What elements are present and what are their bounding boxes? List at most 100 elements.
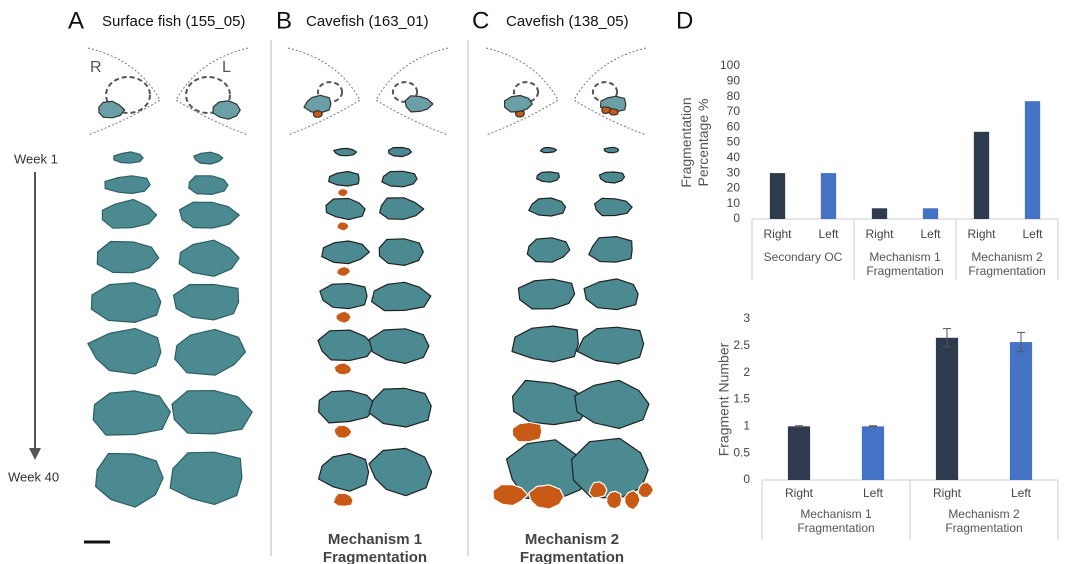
side-label: L: [222, 59, 231, 76]
y-tick-label: 0: [733, 211, 740, 225]
x-tick-label: Left: [1011, 486, 1032, 500]
y-tick-label: 80: [727, 89, 741, 103]
bar: [821, 173, 836, 219]
group-label: Fragmentation: [866, 264, 943, 278]
y-axis-label: Fragment Number: [716, 342, 732, 456]
y-tick-label: 2: [743, 365, 750, 379]
caption: Fragmentation: [520, 549, 624, 564]
scale-shape: [529, 485, 564, 509]
scale-shape: [175, 329, 246, 375]
scale-shape: [575, 380, 649, 428]
scale-shape: [518, 279, 574, 309]
scale-shape: [333, 493, 353, 506]
scale-shape: [516, 111, 525, 117]
bar: [872, 208, 887, 219]
scale-shape: [319, 454, 369, 492]
scale-shape: [389, 148, 412, 157]
bar: [1010, 342, 1032, 480]
group-label: Mechanism 2: [971, 250, 1043, 264]
y-tick-label: 20: [727, 181, 741, 195]
y-tick-label: 10: [727, 196, 741, 210]
y-tick-label: 1: [743, 419, 750, 433]
y-tick-label: 40: [727, 150, 741, 164]
x-tick-label: Right: [967, 227, 996, 241]
x-tick-label: Right: [763, 227, 792, 241]
y-tick-label: 70: [727, 104, 741, 118]
scale-shape: [512, 422, 541, 441]
scale-shape: [336, 311, 351, 323]
y-tick-label: 0.5: [733, 445, 750, 459]
scale-shape: [91, 283, 160, 323]
bar: [770, 173, 785, 219]
scale-shape: [318, 330, 374, 360]
scale-shape: [599, 172, 624, 183]
scale-shape: [589, 237, 632, 263]
scale-shape: [319, 391, 378, 423]
panel-title: Cavefish (138_05): [506, 13, 629, 30]
scale-shape: [194, 152, 223, 164]
panel-title: Surface fish (155_05): [102, 13, 245, 30]
scale-shape: [326, 199, 365, 220]
head-outline: [288, 48, 448, 135]
scale-shape: [334, 363, 352, 375]
error-bar: [795, 426, 803, 427]
scale-shape: [604, 147, 619, 153]
scale-shape: [505, 96, 533, 113]
scale-shape: [170, 452, 242, 504]
group-label: Mechanism 1: [869, 250, 941, 264]
scale-shape: [334, 148, 357, 155]
y-tick-label: 100: [720, 58, 740, 72]
scale-shape: [213, 101, 240, 120]
scale-shape: [174, 285, 239, 320]
x-tick-label: Right: [865, 227, 894, 241]
group-label: Fragmentation: [945, 521, 1022, 535]
scale-shape: [607, 491, 622, 509]
illustrations: [88, 48, 654, 510]
y-tick-label: 90: [727, 73, 741, 87]
y-tick-label: 30: [727, 165, 741, 179]
group-label: Fragmentation: [968, 264, 1045, 278]
scale-shape: [114, 152, 143, 163]
panel-letter: B: [276, 7, 292, 34]
scale-shape: [537, 172, 560, 182]
scale-shape: [529, 198, 566, 216]
scale-shape: [572, 438, 649, 498]
bar: [1025, 101, 1040, 219]
time-label: Week 1: [14, 151, 58, 166]
y-tick-label: 0: [743, 472, 750, 486]
scale-shape: [380, 198, 424, 220]
group-label: Mechanism 1: [800, 507, 872, 521]
scale-shape: [527, 238, 570, 262]
error-bar: [869, 426, 877, 427]
panel-letter: A: [68, 7, 84, 34]
scale-shape: [372, 282, 431, 310]
caption: Mechanism 2: [525, 531, 619, 548]
scale-shape: [314, 111, 323, 117]
scale-shape: [405, 96, 433, 112]
scale-shape: [179, 240, 239, 276]
y-tick-label: 3: [743, 311, 750, 325]
scale-shape: [595, 198, 633, 215]
scale-shape: [577, 327, 644, 364]
x-tick-label: Left: [818, 227, 839, 241]
side-label: R: [90, 59, 102, 76]
y-axis-label: Fragmentation: [678, 97, 694, 187]
bar: [974, 132, 989, 219]
caption: Fragmentation: [323, 549, 427, 564]
panel-letter: D: [676, 7, 693, 34]
scale-shape: [512, 326, 578, 362]
x-tick-label: Right: [933, 486, 962, 500]
scale-shape: [584, 279, 638, 310]
scale-shape: [304, 95, 331, 113]
scale-shape: [379, 239, 423, 266]
y-tick-label: 2.5: [733, 338, 750, 352]
x-tick-label: Left: [920, 227, 941, 241]
scale-shape: [338, 189, 349, 197]
scale-shape: [88, 329, 161, 374]
bar: [862, 426, 884, 480]
x-tick-label: Left: [1022, 227, 1043, 241]
bar: [923, 208, 938, 219]
scale-shape: [369, 388, 431, 427]
y-tick-label: 60: [727, 119, 741, 133]
